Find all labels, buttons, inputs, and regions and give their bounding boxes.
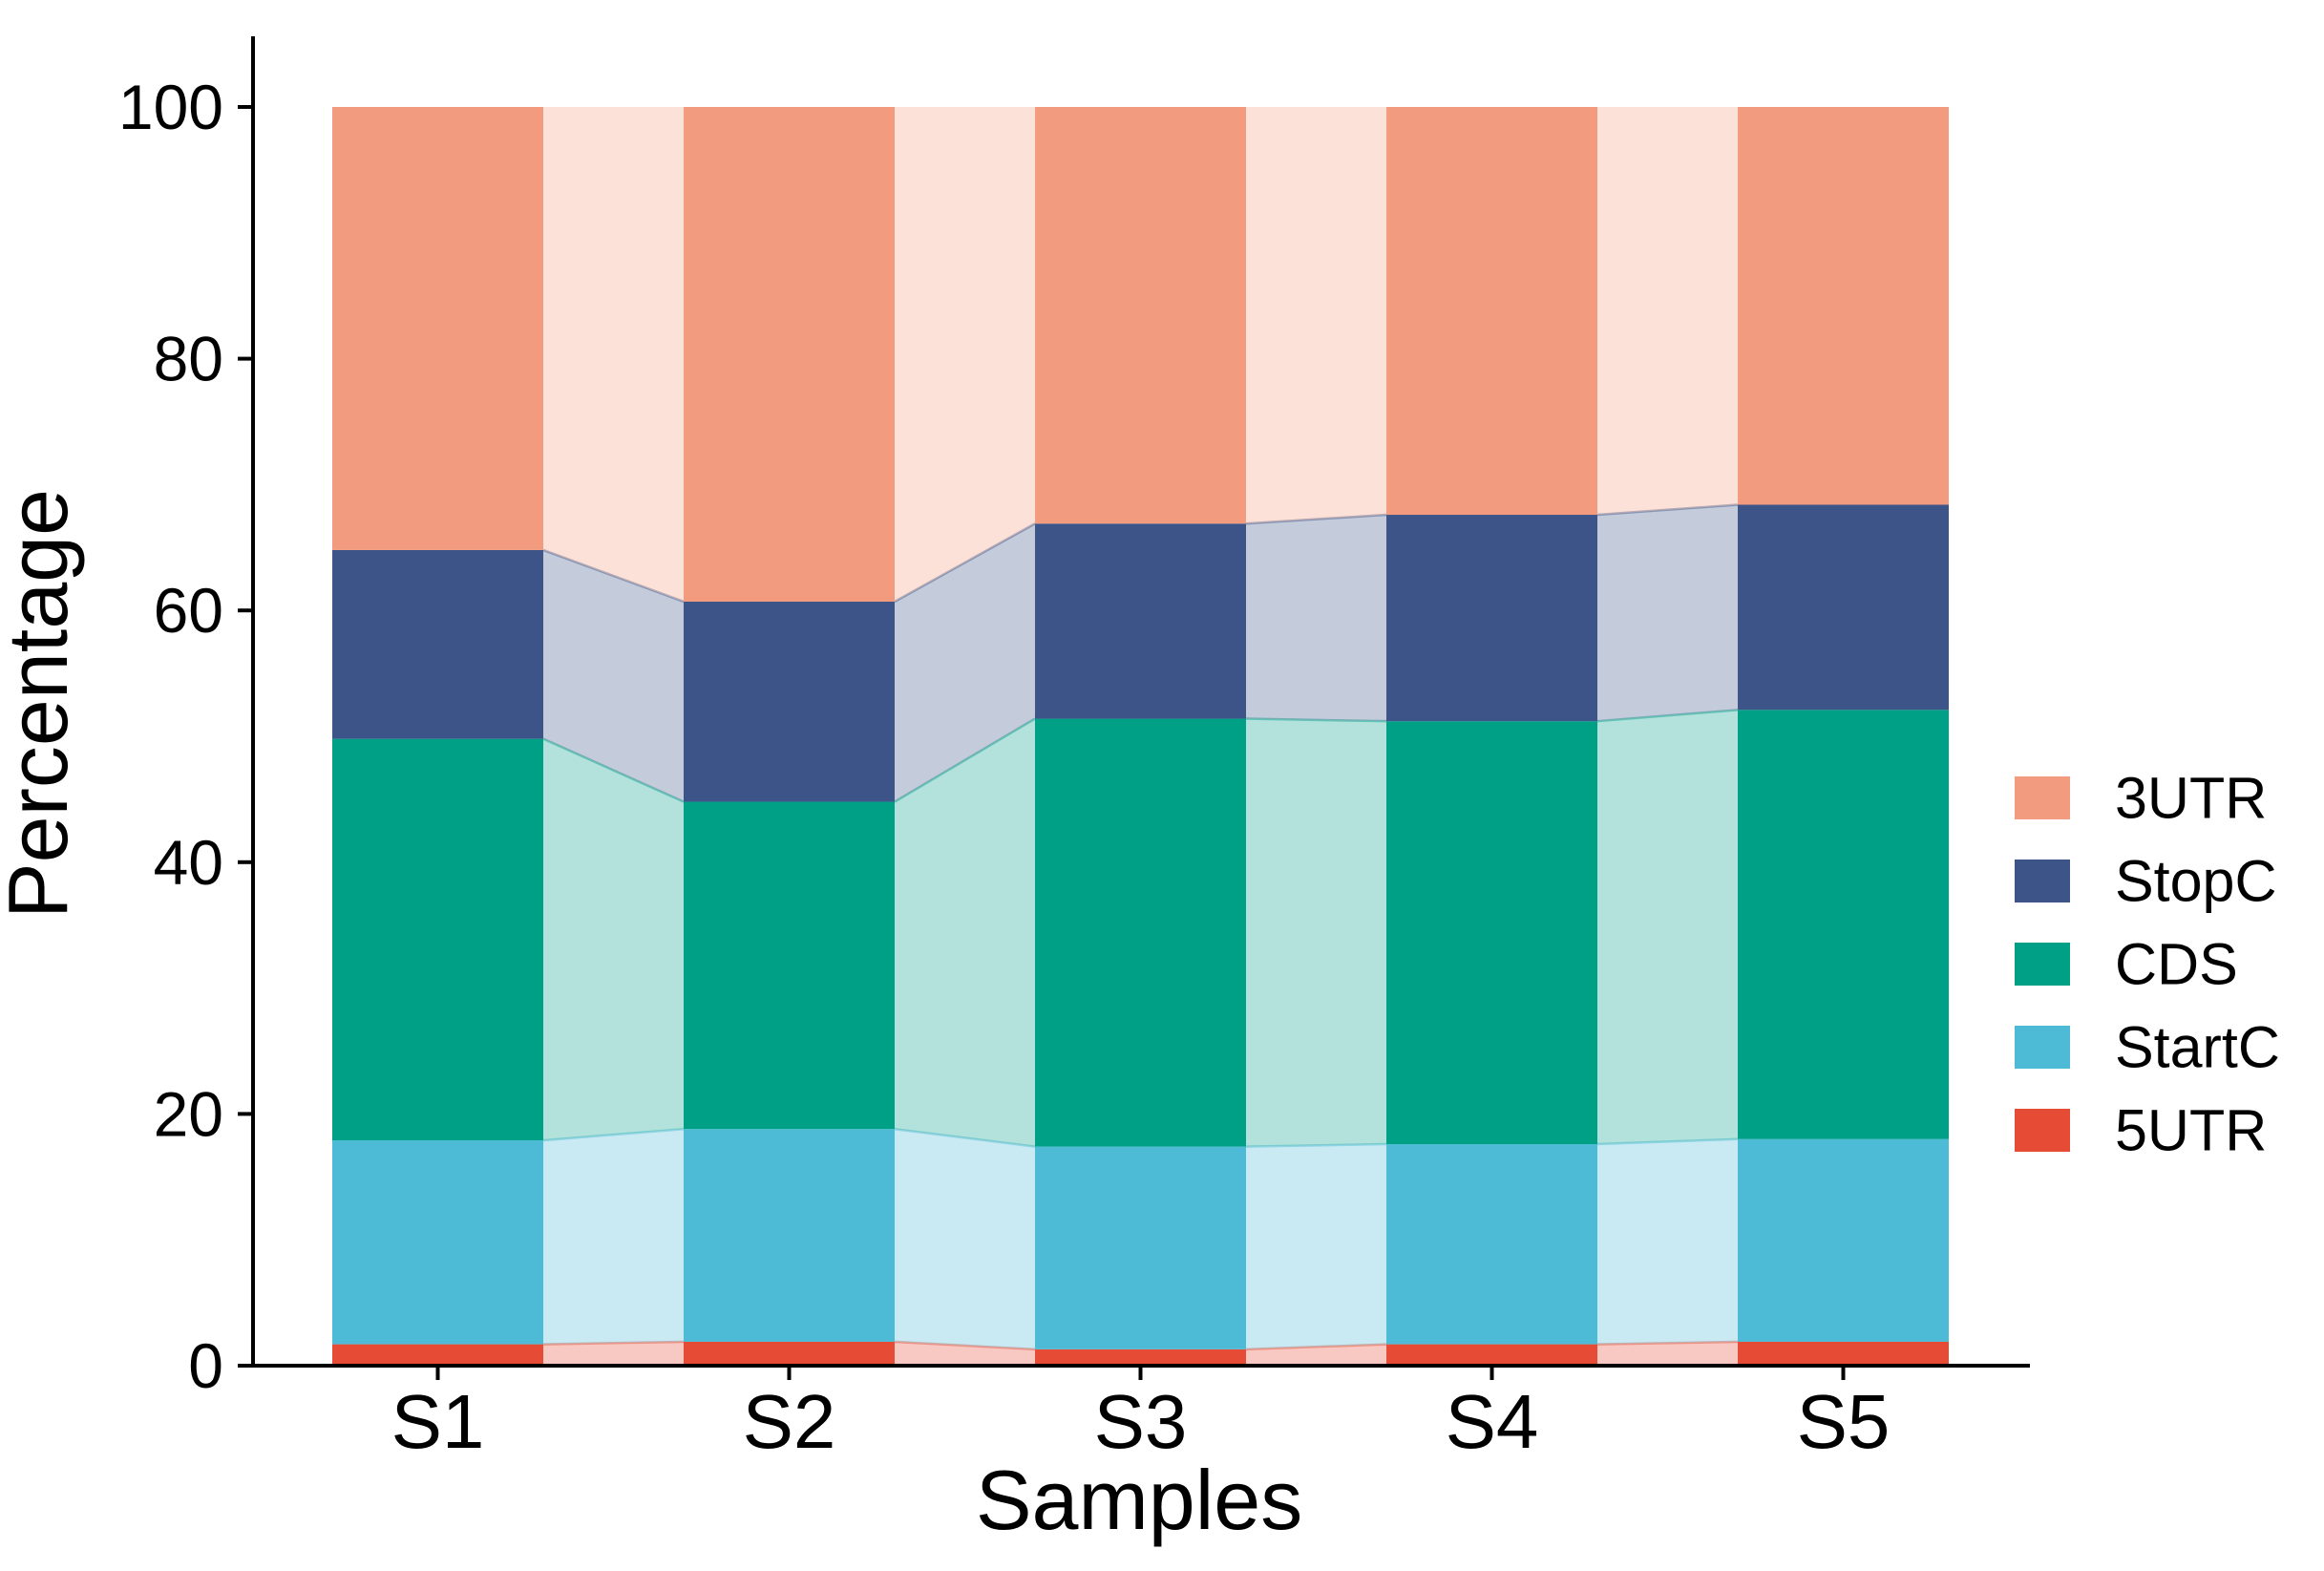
legend-label-CDS: CDS — [2115, 932, 2238, 997]
bar-segment-S3-5UTR — [1035, 1348, 1246, 1366]
x-tick-label-S4: S4 — [1446, 1379, 1539, 1464]
flow-edge-CDS — [894, 717, 1036, 803]
titles-layer: Samples Percentage — [0, 489, 1302, 1547]
axes-layer — [238, 36, 2030, 1380]
flow-edge-StopC — [894, 522, 1036, 604]
flow-CDS-S1-S2 — [543, 738, 684, 1141]
flow-StopC-S3-S4 — [1246, 515, 1386, 722]
legend-swatch-CDS — [2015, 943, 2070, 986]
legend-swatch-5UTR — [2015, 1109, 2070, 1152]
flow-edge-StartC — [1596, 1137, 1739, 1146]
x-tick-label-S1: S1 — [391, 1379, 485, 1464]
bar-segment-S2-StartC — [684, 1129, 895, 1342]
flow-3UTR-S3-S4 — [1246, 107, 1386, 524]
bar-segment-S4-5UTR — [1386, 1344, 1597, 1366]
bar-segment-S5-CDS — [1738, 710, 1949, 1139]
flow-edge-StopC — [1245, 513, 1387, 525]
flow-edge-5UTR — [1596, 1340, 1739, 1346]
flow-StopC-S2-S3 — [895, 523, 1035, 802]
flow-StartC-S4-S5 — [1597, 1138, 1738, 1345]
bar-segment-S1-3UTR — [332, 107, 543, 550]
flow-edge-CDS — [1596, 709, 1739, 723]
flow-StartC-S2-S3 — [895, 1129, 1035, 1349]
bar-segment-S2-3UTR — [684, 107, 895, 602]
bar-segment-S5-3UTR — [1738, 107, 1949, 505]
flow-5UTR-S3-S4 — [1246, 1344, 1386, 1366]
legend-label-5UTR: 5UTR — [2115, 1098, 2267, 1163]
bar-segment-S1-CDS — [332, 738, 543, 1141]
flow-edge-CDS — [542, 737, 685, 803]
y-tick-label-100: 100 — [118, 72, 223, 142]
flow-StopC-S4-S5 — [1597, 504, 1738, 722]
bars-layer — [332, 107, 1949, 1366]
bar-segment-S3-StartC — [1035, 1146, 1246, 1349]
x-tick-label-S5: S5 — [1797, 1379, 1891, 1464]
legend-label-StartC: StartC — [2115, 1015, 2280, 1080]
flow-edge-StartC — [542, 1127, 685, 1142]
x-tick-label-S3: S3 — [1094, 1379, 1188, 1464]
tick-labels-layer: 0 20 40 60 80 100 S1 S2 S3 S4 S5 — [118, 72, 1891, 1464]
flow-edge-5UTR — [542, 1340, 685, 1346]
flow-5UTR-S2-S3 — [895, 1341, 1035, 1366]
flow-edge-StartC — [894, 1127, 1036, 1148]
flows-layer — [542, 107, 1739, 1366]
y-tick-label-40: 40 — [154, 827, 223, 898]
bar-segment-S2-CDS — [684, 801, 895, 1130]
y-axis-title: Percentage — [0, 489, 85, 919]
flow-3UTR-S4-S5 — [1597, 107, 1738, 516]
flow-CDS-S3-S4 — [1246, 718, 1386, 1147]
bar-segment-S3-CDS — [1035, 718, 1246, 1147]
legend-label-StopC: StopC — [2115, 849, 2277, 914]
bar-segment-S4-CDS — [1386, 721, 1597, 1145]
flow-CDS-S4-S5 — [1597, 710, 1738, 1145]
flow-3UTR-S1-S2 — [543, 107, 684, 602]
bar-segment-S4-3UTR — [1386, 107, 1597, 516]
flow-5UTR-S4-S5 — [1597, 1341, 1738, 1366]
y-tick-label-80: 80 — [154, 324, 223, 394]
flow-StartC-S3-S4 — [1246, 1144, 1386, 1349]
bar-segment-S4-StopC — [1386, 515, 1597, 722]
legend-swatch-StartC — [2015, 1026, 2070, 1069]
bar-segment-S4-StartC — [1386, 1144, 1597, 1345]
flow-StopC-S1-S2 — [543, 549, 684, 802]
flow-5UTR-S1-S2 — [543, 1341, 684, 1366]
bar-segment-S5-5UTR — [1738, 1341, 1949, 1366]
flow-edge-5UTR — [1245, 1343, 1387, 1351]
flow-StartC-S1-S2 — [543, 1129, 684, 1345]
bar-segment-S5-StopC — [1738, 504, 1949, 711]
y-tick-label-60: 60 — [154, 575, 223, 646]
legend: 3UTR StopC CDS StartC 5UTR — [2015, 766, 2280, 1163]
bar-segment-S3-3UTR — [1035, 107, 1246, 524]
flow-edge-StopC — [542, 548, 685, 604]
bar-segment-S2-StopC — [684, 601, 895, 802]
flow-edge-StartC — [1245, 1142, 1387, 1148]
flow-edge-CDS — [1245, 717, 1387, 723]
bar-segment-S1-5UTR — [332, 1344, 543, 1366]
bar-segment-S2-5UTR — [684, 1341, 895, 1366]
bar-segment-S1-StopC — [332, 549, 543, 739]
flow-CDS-S2-S3 — [895, 718, 1035, 1147]
bar-segment-S3-StopC — [1035, 523, 1246, 719]
legend-label-3UTR: 3UTR — [2115, 766, 2267, 831]
legend-swatch-3UTR — [2015, 776, 2070, 819]
flow-3UTR-S2-S3 — [895, 107, 1035, 602]
bar-segment-S5-StartC — [1738, 1138, 1949, 1342]
y-tick-label-0: 0 — [188, 1330, 223, 1401]
legend-swatch-StopC — [2015, 860, 2070, 902]
x-tick-label-S2: S2 — [743, 1379, 836, 1464]
flow-edge-StopC — [1596, 503, 1739, 517]
bar-segment-S1-StartC — [332, 1140, 543, 1345]
flow-edge-5UTR — [894, 1340, 1036, 1351]
x-axis-title: Samples — [976, 1453, 1302, 1547]
y-tick-label-20: 20 — [154, 1078, 223, 1149]
